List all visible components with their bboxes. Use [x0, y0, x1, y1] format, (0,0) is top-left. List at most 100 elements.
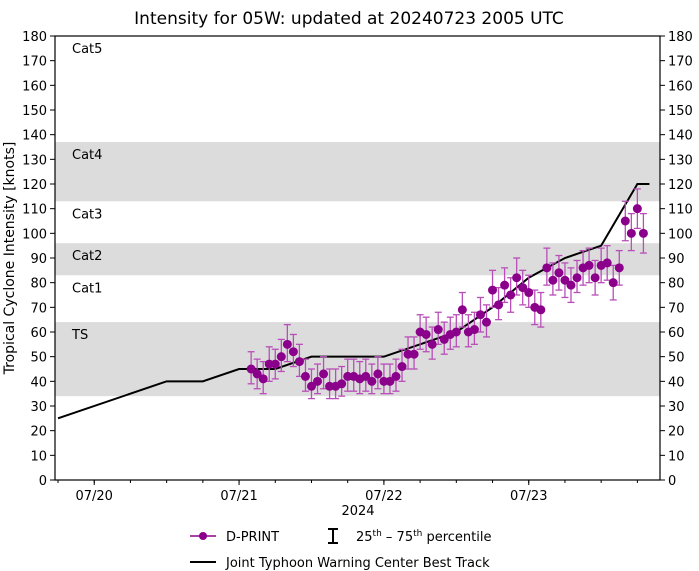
- y-tick-label-left: 100: [22, 227, 47, 242]
- y-tick-label-right: 50: [668, 351, 685, 366]
- dprint-point: [276, 352, 286, 362]
- y-tick-label-right: 110: [668, 203, 693, 218]
- y-tick-label-right: 100: [668, 227, 693, 242]
- band-label-cat4: Cat4: [72, 148, 102, 163]
- dprint-point: [337, 379, 347, 389]
- dprint-point: [542, 263, 552, 273]
- dprint-point: [560, 275, 570, 285]
- y-tick-label-right: 20: [668, 425, 685, 440]
- y-tick-label-left: 140: [22, 129, 47, 144]
- y-tick-label-right: 90: [668, 252, 685, 267]
- y-tick-label-left: 150: [22, 104, 47, 119]
- band-cat2: [55, 243, 660, 276]
- dprint-point: [433, 325, 443, 335]
- y-tick-label-left: 160: [22, 79, 47, 94]
- dprint-point: [457, 305, 467, 315]
- legend-besttrack-label: Joint Typhoon Warning Center Best Track: [225, 556, 490, 571]
- y-tick-label-right: 70: [668, 301, 685, 316]
- dprint-point: [252, 369, 262, 379]
- dprint-point: [494, 300, 504, 310]
- y-tick-label-left: 80: [30, 277, 47, 292]
- y-tick-label-right: 10: [668, 449, 685, 464]
- dprint-point: [300, 371, 310, 381]
- y-tick-label-left: 170: [22, 55, 47, 70]
- dprint-point: [367, 376, 377, 386]
- band-label-cat3: Cat3: [72, 207, 102, 222]
- band-label-ts: TS: [71, 328, 88, 343]
- dprint-point: [361, 371, 371, 381]
- dprint-point: [602, 258, 612, 268]
- dprint-point: [294, 357, 304, 367]
- y-tick-label-left: 130: [22, 153, 47, 168]
- band-label-cat5: Cat5: [72, 42, 102, 57]
- dprint-point: [518, 283, 528, 293]
- y-tick-label-right: 160: [668, 79, 693, 94]
- band-label-cat2: Cat2: [72, 249, 102, 264]
- x-tick-label: 07/23: [510, 489, 547, 504]
- y-tick-label-left: 10: [30, 449, 47, 464]
- legend-dprint-marker: [199, 532, 207, 540]
- dprint-point: [319, 369, 329, 379]
- dprint-point: [258, 374, 268, 384]
- dprint-point: [439, 334, 449, 344]
- band-cat4: [55, 142, 660, 202]
- y-tick-label-right: 180: [668, 30, 693, 45]
- dprint-point: [584, 260, 594, 270]
- y-tick-label-left: 90: [30, 252, 47, 267]
- legend-percentile-label: 25th – 75th percentile: [356, 529, 491, 545]
- dprint-point: [282, 339, 292, 349]
- dprint-point: [620, 216, 630, 226]
- y-tick-label-left: 120: [22, 178, 47, 193]
- x-tick-label: 07/22: [365, 489, 402, 504]
- y-tick-label-left: 30: [30, 400, 47, 415]
- dprint-point: [524, 288, 534, 298]
- y-tick-label-right: 140: [668, 129, 693, 144]
- y-tick-label-right: 0: [668, 474, 676, 489]
- dprint-point: [590, 273, 600, 283]
- dprint-point: [626, 228, 636, 238]
- dprint-point: [632, 204, 642, 214]
- chart-title: Intensity for 05W: updated at 20240723 2…: [134, 9, 564, 29]
- y-tick-label-left: 110: [22, 203, 47, 218]
- y-tick-label-right: 30: [668, 400, 685, 415]
- dprint-point: [638, 228, 648, 238]
- y-tick-label-left: 70: [30, 301, 47, 316]
- dprint-point: [536, 305, 546, 315]
- dprint-point: [427, 339, 437, 349]
- y-tick-label-right: 150: [668, 104, 693, 119]
- dprint-point: [421, 329, 431, 339]
- legend-dprint-label: D-PRINT: [226, 530, 279, 545]
- dprint-point: [469, 325, 479, 335]
- dprint-point: [572, 273, 582, 283]
- y-tick-label-left: 180: [22, 30, 47, 45]
- dprint-point: [500, 280, 510, 290]
- dprint-point: [566, 280, 576, 290]
- dprint-point: [385, 376, 395, 386]
- dprint-point: [475, 310, 485, 320]
- dprint-point: [554, 268, 564, 278]
- y-axis-label: Tropical Cyclone Intensity [knots]: [2, 142, 18, 376]
- dprint-point: [481, 317, 491, 327]
- dprint-point: [409, 349, 419, 359]
- legend: D-PRINT 25th – 75th percentile Joint Typ…: [190, 528, 491, 571]
- y-tick-label-left: 60: [30, 326, 47, 341]
- x-axis-label: 2024: [341, 504, 374, 519]
- y-tick-label-right: 60: [668, 326, 685, 341]
- dprint-point: [373, 369, 383, 379]
- dprint-point: [506, 290, 516, 300]
- dprint-point: [391, 371, 401, 381]
- dprint-point: [488, 285, 498, 295]
- dprint-point: [288, 347, 298, 357]
- y-tick-label-left: 40: [30, 375, 47, 390]
- dprint-point: [246, 364, 256, 374]
- dprint-point: [614, 263, 624, 273]
- dprint-point: [451, 327, 461, 337]
- y-tick-label-right: 120: [668, 178, 693, 193]
- y-tick-label-right: 130: [668, 153, 693, 168]
- dprint-point: [512, 273, 522, 283]
- y-tick-label-left: 0: [39, 474, 47, 489]
- y-tick-label-left: 50: [30, 351, 47, 366]
- x-tick-label: 07/20: [75, 489, 112, 504]
